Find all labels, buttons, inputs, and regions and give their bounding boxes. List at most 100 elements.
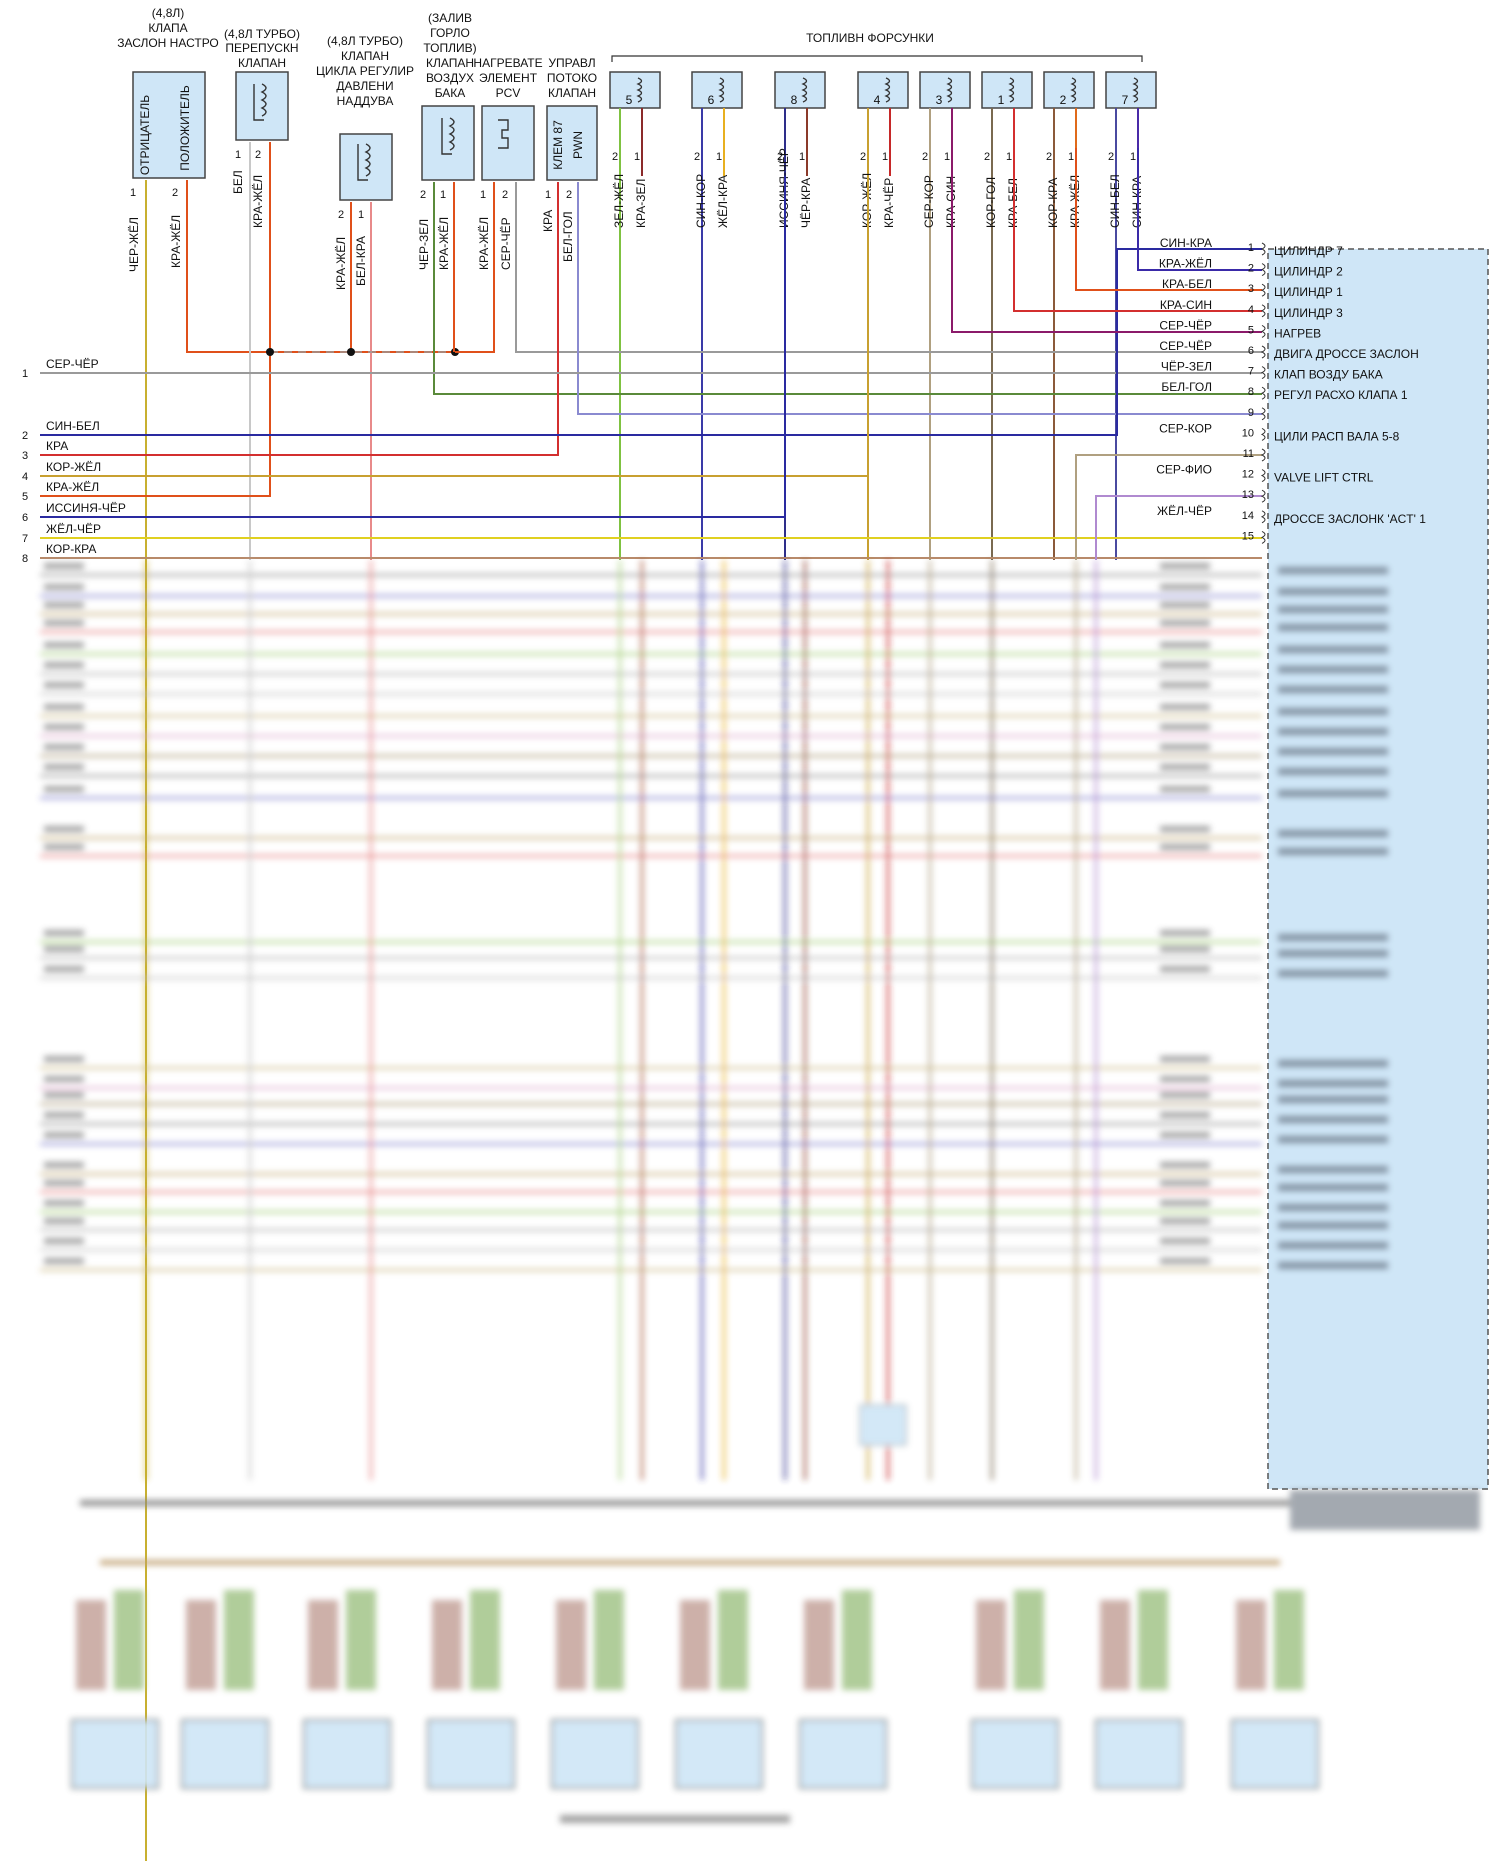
bypass-title-3: КЛАПАН xyxy=(238,56,286,70)
pcm-row-pin: 3 xyxy=(1248,283,1254,295)
pcm-row: 15 xyxy=(1242,530,1266,544)
left-row-wire-label: КОР-ЖЁЛ xyxy=(46,460,101,474)
left-row-number: 7 xyxy=(22,533,28,545)
pcm-row: СИН-КРА 1 ЦИЛИНДР 7 xyxy=(1160,236,1343,258)
flow-title-1: УПРАВЛ xyxy=(548,56,595,70)
pcm-row-function: ДВИГА ДРОССЕ ЗАСЛОН xyxy=(1274,347,1419,361)
pcv-wire-2: СЕР-ЧЁР xyxy=(499,217,513,270)
injector-wire-1: СИН-БЕЛ xyxy=(1108,174,1122,228)
boost-pin-1: 1 xyxy=(358,209,364,221)
pcm-row: СЕР-КОР 10 ЦИЛИ РАСП ВАЛА 5-8 xyxy=(1159,421,1400,443)
left-row-wire-label: КРА-ЖЁЛ xyxy=(46,480,99,494)
injector-6: 6 2 1 СИН-КОР ЖЁЛ-КРА xyxy=(691,71,743,560)
vent-title-1: (ЗАЛИВ xyxy=(428,11,472,25)
pcm-block xyxy=(1267,248,1489,1490)
injectors-title: ТОПЛИВН ФОРСУНКИ xyxy=(806,31,934,45)
pcm-row-pin: 11 xyxy=(1243,448,1254,460)
pcv-wire-1: КРА-ЖЁЛ xyxy=(477,217,491,270)
left-row-wire-label: КРА xyxy=(46,439,68,453)
pcm-row-wire: СЕР-ФИО xyxy=(1156,463,1212,477)
pcm-row-pin: 15 xyxy=(1242,530,1254,542)
injector-pin-2: 2 xyxy=(777,151,783,163)
left-row-number: 1 xyxy=(22,368,28,380)
flap-pos-label: ПОЛОЖИТЕЛЬ xyxy=(178,85,192,171)
injector-wire-2: ЧЁР-КРА xyxy=(799,178,813,228)
injector-wire-2: ЖЁЛ-КРА xyxy=(716,175,730,228)
vent-title-4: КЛАПАН xyxy=(426,56,474,70)
injector-pin-1: 1 xyxy=(944,151,950,163)
left-row-number: 2 xyxy=(22,430,28,442)
injector-pin-1: 1 xyxy=(634,151,640,163)
component-wires xyxy=(40,142,1262,1861)
pcv-pin-2: 2 xyxy=(502,189,508,201)
pcm-row-pin: 13 xyxy=(1242,489,1254,501)
injector-wire-2: КРА-ЧЁР xyxy=(882,178,896,228)
boost-valve: (4,8Л ТУРБО) КЛАПАН ЦИКЛА РЕГУЛИР ДАВЛЕН… xyxy=(316,34,414,290)
flow-pin-1: 1 xyxy=(545,189,551,201)
left-row-wire-label: СИН-БЕЛ xyxy=(46,419,100,433)
pcm-row: СЕР-ФИО 12 VALVE LIFT CTRL xyxy=(1156,463,1373,485)
pcm-row-pin: 5 xyxy=(1248,324,1254,336)
injector-pin-2: 2 xyxy=(1046,151,1052,163)
bypass-wire-1: БЕЛ xyxy=(231,170,245,194)
injector-pin-2: 2 xyxy=(694,151,700,163)
injector-number: 7 xyxy=(1122,93,1129,107)
lower-diagram-blurred xyxy=(40,560,1480,1823)
injector-5: 5 2 1 ЗЕЛ-ЖЁЛ КРА-ЗЕЛ xyxy=(609,71,661,560)
flap-title-1: (4,8Л) xyxy=(152,6,185,20)
pcm-row-pin: 6 xyxy=(1248,345,1254,357)
injector-pin-2: 2 xyxy=(922,151,928,163)
pcv-heater: НАГРЕВАТЕ ЭЛЕМЕНТ PCV 1 2 КРА-ЖЁЛ СЕР-ЧЁ… xyxy=(473,56,542,270)
left-row-number: 3 xyxy=(22,450,28,462)
left-row-wire-label: СЕР-ЧЁР xyxy=(46,357,99,371)
left-row-number: 5 xyxy=(22,491,28,503)
vent-title-3: ТОПЛИВ) xyxy=(423,41,476,55)
bypass-valve: (4,8Л ТУРБО) ПЕРЕПУСКН КЛАПАН 1 2 БЕЛ КР… xyxy=(224,27,300,228)
injector-pin-2: 2 xyxy=(860,151,866,163)
pcm-row-function: НАГРЕВ xyxy=(1274,326,1321,340)
pcm-row-function: КЛАП ВОЗДУ БАКА xyxy=(1274,368,1383,382)
flow-label-2: PWN xyxy=(571,131,585,159)
injector-pin-2: 2 xyxy=(1108,151,1114,163)
pcm-row: ЧЁР-ЗЕЛ 7 КЛАП ВОЗДУ БАКА xyxy=(1161,360,1383,382)
left-row-number: 4 xyxy=(22,471,28,483)
injector-pin-1: 1 xyxy=(1068,151,1074,163)
pcm-row-function: ЦИЛИНДР 1 xyxy=(1274,285,1343,299)
injector-wire-1: СЕР-КОР xyxy=(922,175,936,228)
pcm-row-pin: 1 xyxy=(1248,242,1254,254)
pcm-row: БЕЛ-ГОЛ 8 РЕГУЛ РАСХО КЛАПА 1 xyxy=(1161,380,1408,402)
injector-pin-2: 2 xyxy=(612,151,618,163)
left-row-wire-label: КОР-КРА xyxy=(46,542,96,556)
pcm-row-wire: СЕР-ЧЁР xyxy=(1159,318,1212,332)
bypass-wire-2: КРА-ЖЁЛ xyxy=(251,175,265,228)
vent-wire-1: ЧЕР-ЗЕЛ xyxy=(417,219,431,270)
left-row-wire-label: ИССИНЯ-ЧЁР xyxy=(46,501,126,515)
pcm-row-pin: 10 xyxy=(1242,427,1254,439)
bypass-pin-1: 1 xyxy=(235,149,241,161)
injector-pin-1: 1 xyxy=(1130,151,1136,163)
pcm-row: ЖЁЛ-ЧЁР 14 ДРОССЕ ЗАСЛОНК 'ACT' 1 xyxy=(1157,504,1426,526)
injector-pin-1: 1 xyxy=(716,151,722,163)
vent-wire-2: КРА-ЖЁЛ xyxy=(437,217,451,270)
bypass-title-2: ПЕРЕПУСКН xyxy=(225,41,298,55)
injector-number: 8 xyxy=(791,93,798,107)
left-row-number: 8 xyxy=(22,553,28,565)
injector-number: 1 xyxy=(998,93,1005,107)
pcm-row: 9 xyxy=(1248,407,1266,421)
boost-wire-2: БЕЛ-КРА xyxy=(354,236,368,286)
bypass-title-1: (4,8Л ТУРБО) xyxy=(224,27,300,41)
vent-pin-1: 1 xyxy=(440,189,446,201)
flow-wire-2: БЕЛ-ГОЛ xyxy=(561,211,575,262)
pcm-row-pin: 9 xyxy=(1248,407,1254,419)
boost-title-4: ДАВЛЕНИ xyxy=(336,79,393,93)
pcm-row-wire: БЕЛ-ГОЛ xyxy=(1161,380,1212,394)
flow-title-2: ПОТОКО xyxy=(547,71,597,85)
injector-number: 6 xyxy=(708,93,715,107)
pcm-row: 11 xyxy=(1243,448,1266,462)
flap-title-3: ЗАСЛОН НАСТРО xyxy=(117,36,219,50)
